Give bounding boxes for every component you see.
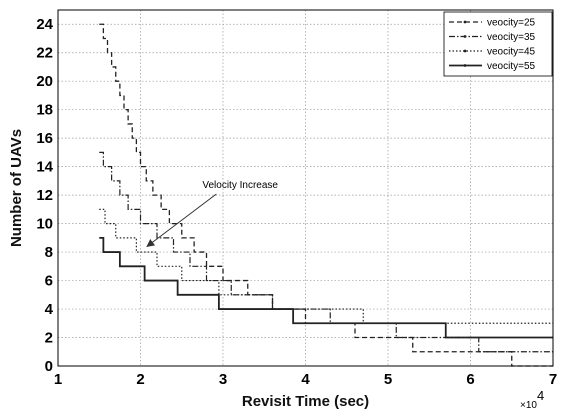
x-axis-label: Revisit Time (sec) [242,393,369,410]
annotation-arrow [146,193,217,247]
x-tick-label: 6 [466,371,474,388]
legend-marker [463,64,467,67]
y-tick-label: 2 [45,330,53,347]
annotation-text: Velocity Increase [202,180,278,191]
legend-marker [463,35,467,38]
legend: veocity=25 veocity=35 veocity=45 veocity=55 [443,11,553,77]
y-tick-label: 8 [45,244,53,261]
x-tick-label: 4 [301,371,310,388]
y-tick-label: 22 [36,45,53,62]
x-multiplier-exponent: 4 [537,388,544,403]
series-layer [99,23,553,367]
annotation: Velocity Increase [146,180,278,247]
legend-marker [463,20,467,24]
x-tick-label: 7 [549,371,557,388]
y-tick-label: 4 [45,301,54,318]
x-axis-multiplier: ×104 [520,388,544,411]
x-multiplier-base: ×10 [520,400,537,411]
x-tick-label: 3 [219,371,227,388]
y-tick-label: 0 [45,358,53,375]
y-tick-label: 14 [36,159,53,176]
y-tick-label: 20 [36,73,53,90]
y-axis-label: Number of UAVs [8,129,25,247]
y-tick-label: 12 [36,187,53,204]
legend-label: veocity=45 [487,47,536,58]
series-line-2 [99,151,553,353]
legend-label: veocity=25 [487,18,536,29]
y-tick-label: 24 [36,16,53,33]
x-tick-label: 2 [136,371,144,388]
y-tick-label: 16 [36,130,53,147]
legend-label: veocity=55 [487,61,536,72]
legend-label: veocity=35 [487,32,536,43]
series-line-1 [99,23,553,367]
y-tick-label: 10 [36,216,53,233]
plot-frame [57,9,554,367]
x-tick-label: 5 [384,371,392,388]
series-line-3 [99,208,553,324]
x-tick-label: 1 [54,371,62,388]
series-line-4 [99,236,553,339]
y-tick-label: 18 [36,102,53,119]
y-tick-label: 6 [45,273,53,290]
legend-marker [463,49,467,53]
